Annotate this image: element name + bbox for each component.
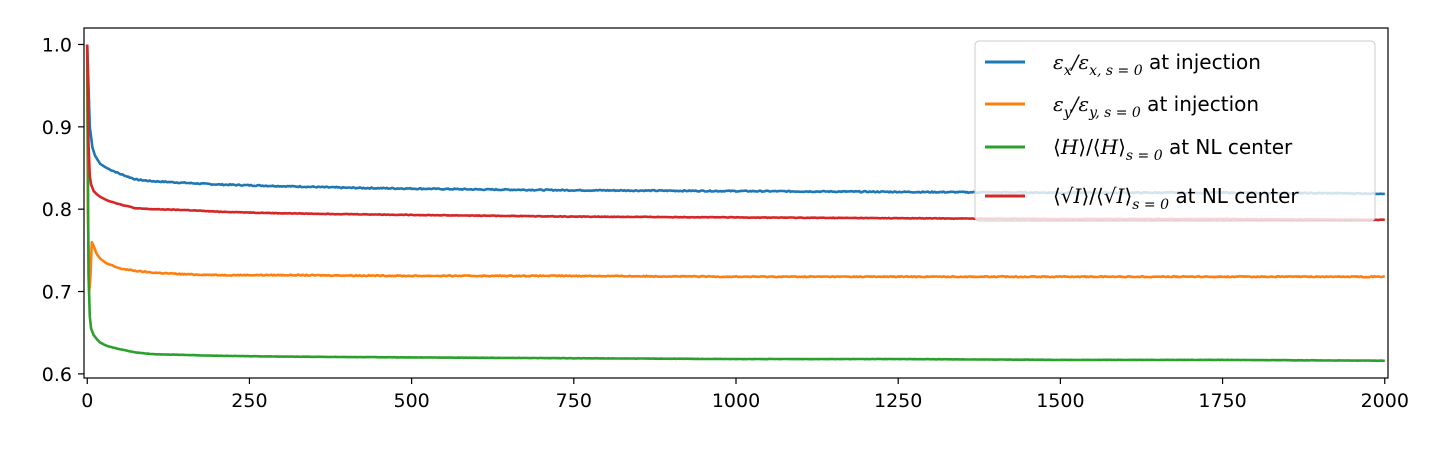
series-hamiltonian <box>85 44 1385 363</box>
legend-label-invariant: ⟨√I⟩/⟨√I⟩s = 0 at NL center <box>1053 184 1299 213</box>
x-tick-label: 1500 <box>1036 390 1084 412</box>
legend-box <box>974 40 1376 222</box>
x-tick-label: 1000 <box>712 390 760 412</box>
x-tick-label: 1750 <box>1198 390 1246 412</box>
legend: εx/εx, s = 0 at injection εy/εy, s = 0 a… <box>974 40 1376 222</box>
x-tick-label: 500 <box>393 390 429 412</box>
legend-label-emittance-x: εx/εx, s = 0 at injection <box>1053 50 1261 79</box>
x-tick-label: 2000 <box>1361 390 1409 412</box>
x-tick-label: 0 <box>81 390 93 412</box>
y-tick-label: 0.8 <box>42 199 72 221</box>
y-tick-label: 0.7 <box>42 282 72 304</box>
legend-label-hamiltonian: ⟨H⟩/⟨H⟩s = 0 at NL center <box>1053 135 1293 164</box>
series-emittance-y <box>85 44 1385 293</box>
y-axis: 0.6 0.7 0.8 0.9 1.0 <box>42 34 84 386</box>
y-tick-label: 0.9 <box>42 117 72 139</box>
x-tick-label: 250 <box>231 390 267 412</box>
y-tick-label: 0.6 <box>42 364 72 386</box>
x-tick-label: 750 <box>556 390 592 412</box>
legend-label-emittance-y: εy/εy, s = 0 at injection <box>1053 92 1259 121</box>
y-tick-label: 1.0 <box>42 34 72 56</box>
x-tick-label: 1250 <box>874 390 922 412</box>
x-axis: 0 250 500 750 1000 1250 1500 1750 2000 <box>81 378 1409 412</box>
